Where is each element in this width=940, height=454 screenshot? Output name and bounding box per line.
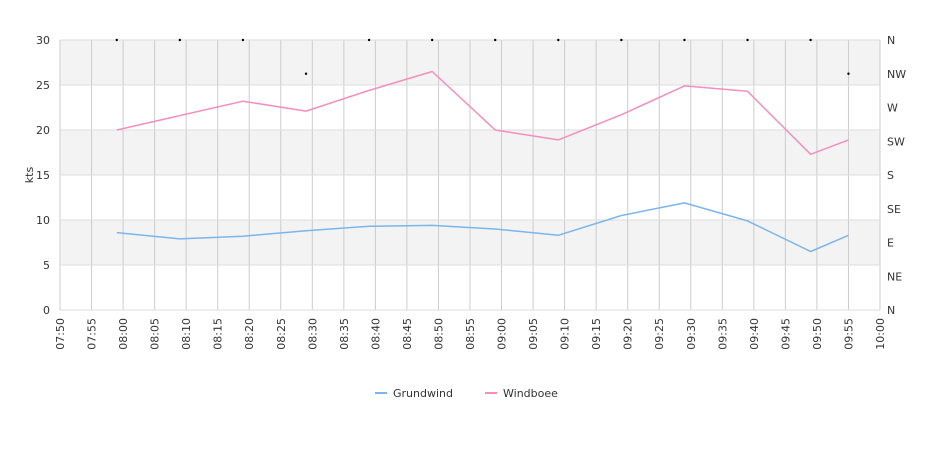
x-tick-label: 09:15 <box>590 318 603 350</box>
direction-marker <box>430 38 434 42</box>
x-tick-label: 08:10 <box>180 318 193 350</box>
x-tick-label: 09:55 <box>842 318 855 350</box>
direction-marker <box>683 38 686 42</box>
x-tick-label: 08:35 <box>338 318 351 350</box>
y-tick-label: 5 <box>43 259 50 272</box>
x-tick-label: 08:30 <box>306 318 319 350</box>
direction-tick-label: N <box>887 34 895 47</box>
direction-tick-label: N <box>887 304 895 317</box>
y-tick-label: 10 <box>36 214 50 227</box>
series-line-windboee <box>116 70 849 156</box>
x-tick-label: 08:20 <box>243 318 256 350</box>
y-tick-label: 0 <box>43 304 50 317</box>
x-tick-label: 09:30 <box>685 318 698 350</box>
direction-markers <box>115 38 850 75</box>
direction-marker <box>304 72 308 75</box>
x-tick-label: 10:00 <box>874 318 887 350</box>
legend-label: Grundwind <box>393 387 453 400</box>
direction-tick-label: SE <box>887 203 901 216</box>
direction-marker <box>367 38 371 42</box>
x-tick-label: 08:50 <box>432 318 445 350</box>
x-tick-label: 09:50 <box>811 318 824 350</box>
direction-marker <box>620 38 623 42</box>
x-tick-label: 09:45 <box>779 318 792 350</box>
direction-marker <box>178 38 182 42</box>
direction-marker <box>115 38 118 42</box>
x-tick-label: 09:40 <box>748 318 761 350</box>
legend-item-grundwind[interactable]: Grundwind <box>375 387 453 400</box>
legend-item-windboee[interactable]: Windboee <box>485 387 558 400</box>
x-tick-label: 08:15 <box>212 318 225 350</box>
x-tick-label: 09:20 <box>622 318 635 350</box>
x-tick-label: 08:40 <box>369 318 382 350</box>
y-tick-label: 30 <box>36 34 50 47</box>
x-tick-label: 09:25 <box>653 318 666 350</box>
direction-tick-label: W <box>887 102 898 115</box>
x-tick-label: 08:25 <box>275 318 288 350</box>
y-axis-ticks: 0 5 10 15 20 25 30 <box>36 34 50 317</box>
direction-marker <box>494 38 497 42</box>
direction-tick-label: S <box>887 169 894 182</box>
x-tick-label: 08:45 <box>401 318 414 350</box>
x-tick-label: 09:10 <box>559 318 572 350</box>
y-tick-label: 20 <box>36 124 50 137</box>
direction-marker <box>746 38 749 42</box>
x-tick-label: 08:05 <box>149 318 162 350</box>
y-tick-label: 25 <box>36 79 50 92</box>
direction-tick-label: E <box>887 237 894 250</box>
direction-marker <box>809 38 812 42</box>
x-tick-label: 08:00 <box>117 318 130 350</box>
legend-label: Windboee <box>503 387 558 400</box>
direction-marker <box>241 38 245 42</box>
x-axis-ticks: 07:50 07:55 08:00 08:05 08:10 08:15 08:20 08:25… <box>54 318 887 350</box>
x-tick-label: 09:35 <box>716 318 729 350</box>
direction-tick-label: NE <box>887 270 902 283</box>
direction-marker <box>847 72 850 75</box>
x-tick-label: 09:05 <box>527 318 540 350</box>
direction-marker <box>557 38 560 42</box>
x-tick-label: 07:50 <box>54 318 67 350</box>
y-axis-label: kts <box>23 167 36 184</box>
direction-tick-label: NW <box>887 68 906 81</box>
direction-tick-label: SW <box>887 135 905 148</box>
x-tick-label: 08:55 <box>464 318 477 350</box>
legend[interactable]: Grundwind Windboee <box>375 387 558 400</box>
right-axis-direction-ticks: N NE E SE S SW W NW N <box>887 34 906 317</box>
y-tick-label: 15 <box>36 169 50 182</box>
x-tick-label: 07:55 <box>86 318 99 350</box>
x-tick-label: 09:00 <box>496 318 509 350</box>
series-lines <box>116 70 849 253</box>
series-line-grundwind <box>116 202 849 253</box>
